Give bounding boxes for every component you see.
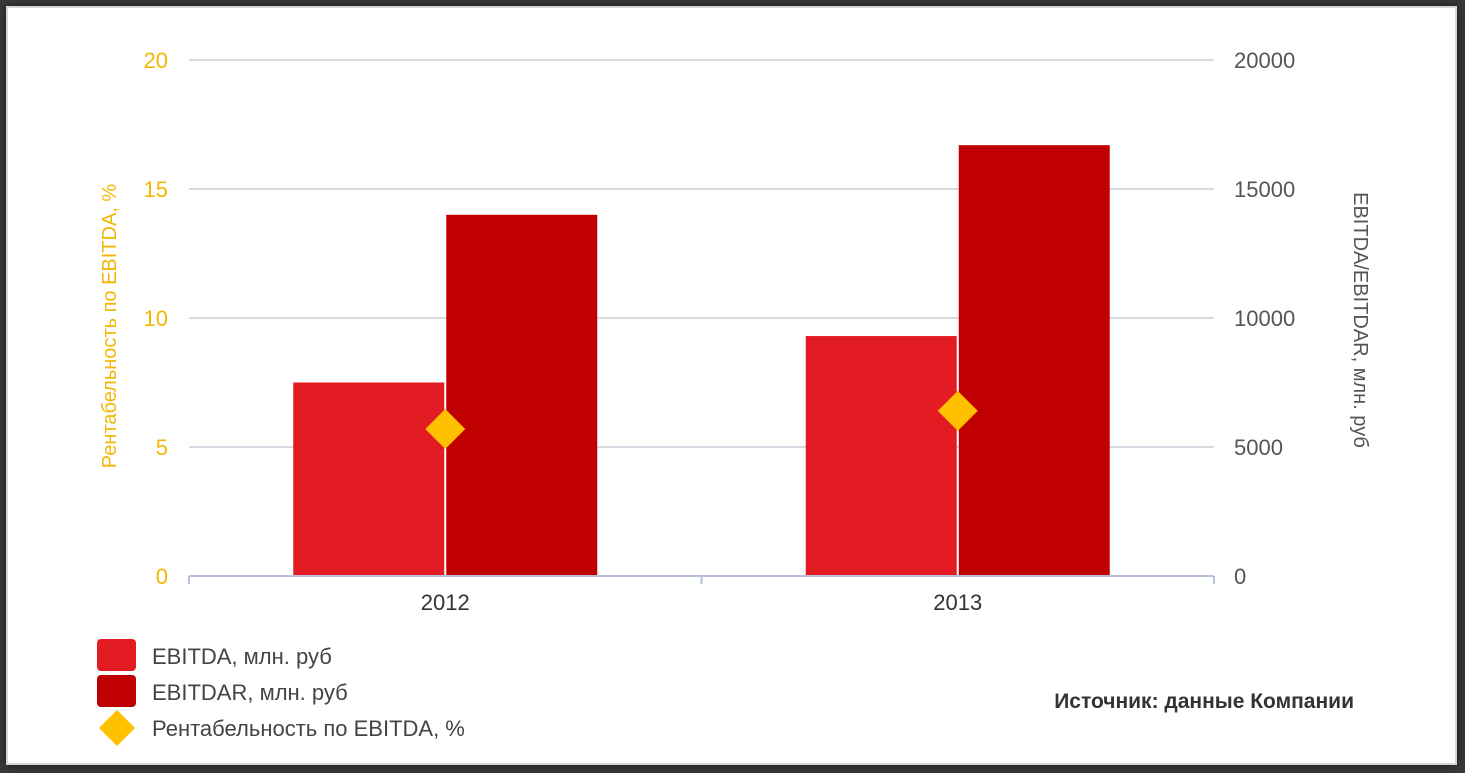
legend-label-margin: Рентабельность по EBITDA, % bbox=[152, 716, 465, 741]
legend-label-ebitdar: EBITDAR, млн. руб bbox=[152, 680, 348, 705]
margin-marker bbox=[425, 408, 466, 449]
y-left-tick-label: 0 bbox=[156, 564, 168, 589]
bar-ebitdar bbox=[446, 214, 598, 577]
legend-swatch-ebitdar bbox=[97, 675, 136, 707]
y-left-tick-label: 20 bbox=[144, 48, 168, 73]
legend-label-ebitda: EBITDA, млн. руб bbox=[152, 644, 332, 669]
bar-ebitda bbox=[293, 382, 445, 576]
margin-marker bbox=[937, 390, 978, 431]
chart-frame: 0 0 5 5000 10 10000 15 15000 20 20000 2012 2013 Рен… bbox=[6, 6, 1457, 765]
markers bbox=[425, 390, 978, 449]
y-axis-left-title: Рентабельность по EBITDA, % bbox=[99, 184, 121, 469]
source-note: Источник: данные Компании bbox=[1054, 690, 1354, 713]
bar-ebitda bbox=[805, 336, 957, 576]
y-left-tick-label: 10 bbox=[144, 306, 168, 331]
y-right-tick-label: 10000 bbox=[1234, 306, 1295, 331]
legend-marker-margin bbox=[99, 710, 135, 746]
y-right-tick-label: 5000 bbox=[1234, 435, 1283, 460]
y-right-tick-label: 15000 bbox=[1234, 177, 1295, 202]
bar-ebitdar bbox=[958, 145, 1110, 576]
chart-area: 0 0 5 5000 10 10000 15 15000 20 20000 2012 2013 Рен… bbox=[97, 48, 1371, 746]
legend: EBITDA, млн. руб EBITDAR, млн. руб Рента… bbox=[97, 639, 465, 746]
legend-swatch-ebitda bbox=[97, 639, 136, 671]
axes: 0 0 5 5000 10 10000 15 15000 20 20000 2012 2013 bbox=[144, 48, 1296, 615]
x-tick-label: 2013 bbox=[933, 590, 982, 615]
x-tick-label: 2012 bbox=[421, 590, 470, 615]
y-left-tick-label: 5 bbox=[156, 435, 168, 460]
y-right-tick-label: 0 bbox=[1234, 564, 1246, 589]
bars bbox=[293, 145, 1110, 577]
y-left-tick-label: 15 bbox=[144, 177, 168, 202]
y-axis-right-title: EBITDA/EBITDAR, млн. руб bbox=[1349, 192, 1371, 448]
y-right-tick-label: 20000 bbox=[1234, 48, 1295, 73]
